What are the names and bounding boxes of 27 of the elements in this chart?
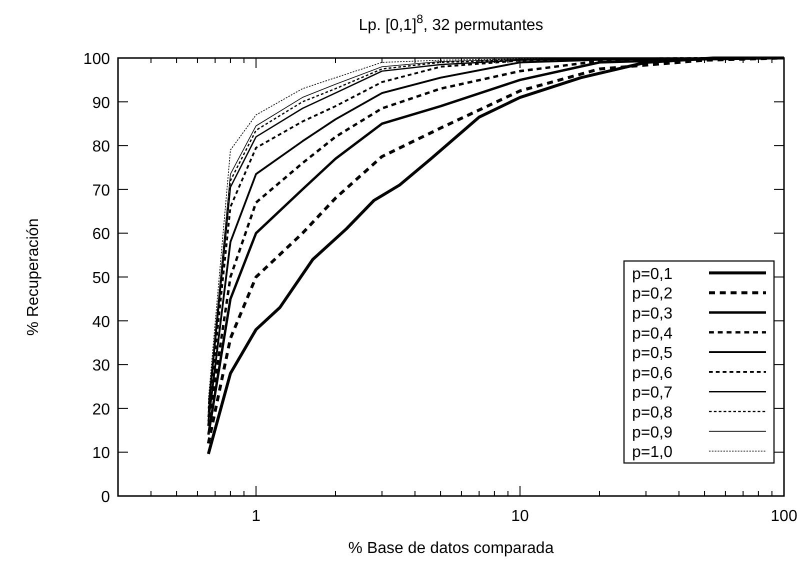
legend-label: p=0,9 [632, 424, 673, 442]
y-tick-label: 40 [92, 314, 110, 331]
y-axis-title: % Recuperación [25, 218, 42, 336]
y-tick-label: 10 [92, 445, 110, 462]
y-tick-label: 0 [101, 489, 110, 506]
y-tick-label: 70 [92, 182, 110, 200]
chart-title: Lp. [0,1]$^{8}$, 32 permutantes [358, 12, 544, 34]
y-tick-label: 80 [92, 138, 110, 156]
y-tick-label: 90 [92, 94, 110, 112]
y-tick-label: 60 [92, 226, 110, 244]
legend-label: p=0,6 [632, 364, 673, 382]
legend-label: p=0,1 [632, 266, 673, 283]
x-tick-label: 10 [511, 508, 530, 525]
legend-label: p=0,7 [632, 384, 673, 402]
legend-label: p=0,8 [632, 404, 673, 422]
legend-label: p=0,2 [632, 286, 673, 303]
y-tick-label: 20 [92, 401, 110, 418]
y-tick-label: 30 [92, 358, 110, 375]
x-tick-label: 100 [770, 508, 798, 525]
y-tick-label: 50 [92, 270, 110, 287]
x-axis-title: % Base de datos comparada [348, 540, 554, 557]
x-tick-label: 1 [252, 508, 261, 525]
legend-label: p=0,3 [632, 306, 673, 322]
y-tick-label: 100 [83, 51, 110, 68]
legend-label: p=1,0 [632, 444, 673, 462]
legend-label: p=0,5 [632, 345, 673, 362]
legend-label: p=0,4 [632, 325, 673, 342]
